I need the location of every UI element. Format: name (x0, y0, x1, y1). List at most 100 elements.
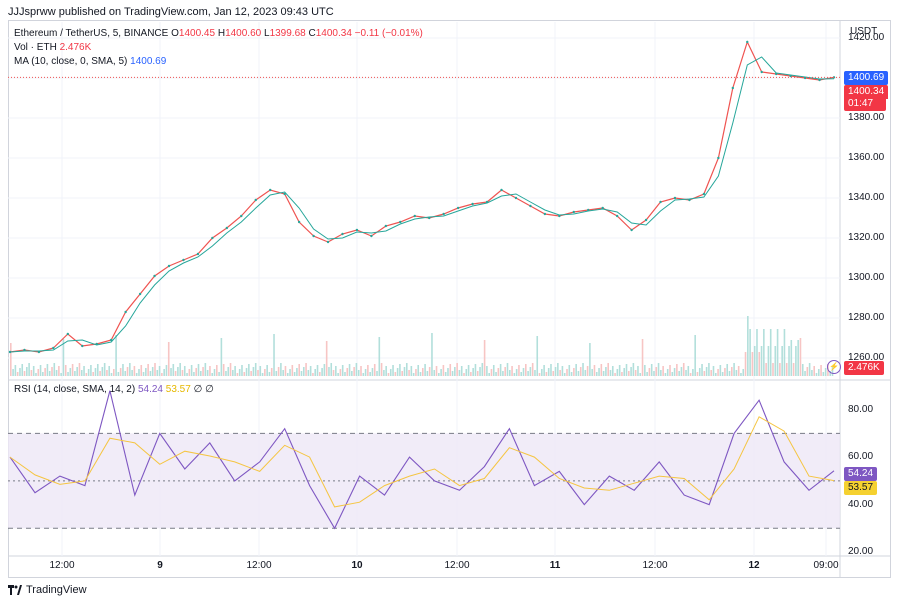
price-point (399, 220, 402, 224)
time-tick-label: 09:00 (813, 560, 839, 571)
time-tick-label: 11 (549, 560, 561, 571)
volume-bar (206, 370, 209, 376)
volume-bar (209, 366, 211, 376)
volume-bar (806, 367, 809, 376)
volume-bar (575, 364, 577, 376)
volume-bar (115, 335, 117, 376)
volume-bar (557, 363, 559, 376)
price-point (355, 228, 359, 232)
volume-label[interactable]: Vol · ETH (14, 42, 57, 53)
volume-bar (497, 368, 500, 376)
price-point (52, 346, 55, 350)
time-tick-label: 12:00 (246, 560, 272, 571)
volume-bar (660, 370, 662, 376)
volume-bar (678, 371, 680, 376)
tradingview-logo[interactable]: TradingView (8, 584, 87, 596)
time-tick-label: 12:00 (49, 560, 75, 571)
volume-bar (742, 369, 745, 376)
volume-bar (495, 372, 497, 376)
volume-bar (829, 371, 832, 376)
volume-bar (90, 365, 92, 376)
volume-bar (337, 373, 339, 376)
ma-label[interactable]: MA (10, close, 0, SMA, 5) (14, 56, 128, 67)
volume-bar (424, 364, 426, 376)
volume-bar (566, 369, 568, 376)
volume-bar (161, 373, 163, 376)
volume-bar (266, 365, 268, 376)
price-point (702, 192, 706, 196)
volume-bar (676, 364, 678, 376)
volume-bar (39, 365, 42, 376)
volume-bar (80, 370, 83, 376)
symbol-name[interactable]: Ethereum / TetherUS, 5, BINANCE (14, 28, 169, 39)
volume-bar (593, 365, 596, 376)
price-point (225, 226, 229, 230)
volume-bar (309, 366, 312, 376)
volume-bar (227, 367, 230, 376)
volume-bar (222, 364, 225, 376)
volume-bar (479, 367, 481, 376)
tradingview-logo-text: TradingView (26, 584, 87, 596)
volume-bar (351, 371, 353, 376)
volume-bar (179, 363, 181, 376)
volume-bar (151, 367, 154, 376)
rsi-label[interactable]: RSI (14, close, SMA, 14, 2) (14, 384, 136, 395)
volume-bar (87, 369, 90, 376)
price-tick-label: 1340.00 (848, 192, 885, 203)
rsi-tick-label: 20.00 (848, 546, 874, 557)
volume-bar (749, 329, 751, 376)
volume-bar (293, 372, 296, 376)
volume-bar (502, 371, 504, 376)
volume-bar (454, 367, 456, 376)
volume-bar (348, 364, 351, 376)
volume-bar (254, 363, 257, 376)
volume-bar (257, 370, 259, 376)
volume-bar (534, 370, 536, 376)
volume-bar (140, 365, 143, 376)
volume-bar (669, 365, 671, 376)
price-tick-label: 1320.00 (848, 232, 885, 243)
volume-bar (16, 372, 19, 376)
volume-bar (536, 336, 539, 376)
volume-bar (609, 370, 612, 376)
volume-bar (426, 371, 429, 376)
volume-bar (774, 346, 777, 376)
volume-bar (483, 340, 486, 376)
volume-bar (492, 365, 495, 376)
price-point (269, 188, 272, 192)
volume-bar (657, 363, 660, 376)
volume-bar (737, 366, 740, 376)
volume-bar (783, 329, 786, 376)
volume-bar (579, 367, 582, 376)
volume-bar (408, 370, 410, 376)
publish-header: JJJsprww published on TradingView.com, J… (8, 6, 334, 18)
volume-bar (465, 369, 468, 376)
volume-bar (614, 373, 616, 376)
volume-bar (165, 365, 168, 376)
volume-bar (776, 329, 779, 376)
lightning-icon[interactable]: ⚡ (827, 360, 841, 374)
volume-bar (639, 373, 642, 376)
volume-bar (177, 367, 179, 376)
volume-bar (790, 340, 793, 376)
tradingview-logo-icon (8, 585, 22, 595)
volume-bar (607, 363, 609, 376)
volume-bar (760, 346, 763, 376)
volume-bar (58, 366, 60, 376)
volume-bar (85, 373, 88, 376)
volume-bar (801, 364, 804, 376)
rsi-sma-tag: 53.57 (844, 481, 878, 495)
volume-bar (598, 368, 600, 376)
volume-bar (753, 346, 756, 376)
high-label: H (217, 28, 226, 39)
high-value: 1400.60 (225, 28, 262, 39)
volume-bar (197, 364, 200, 376)
price-point (615, 214, 619, 218)
volume-bar (728, 371, 731, 376)
volume-bar (431, 333, 433, 376)
volume-bar (106, 370, 108, 376)
volume-bar (747, 316, 749, 376)
rsi-extra: ∅ ∅ (193, 384, 214, 395)
price-point (471, 202, 474, 206)
